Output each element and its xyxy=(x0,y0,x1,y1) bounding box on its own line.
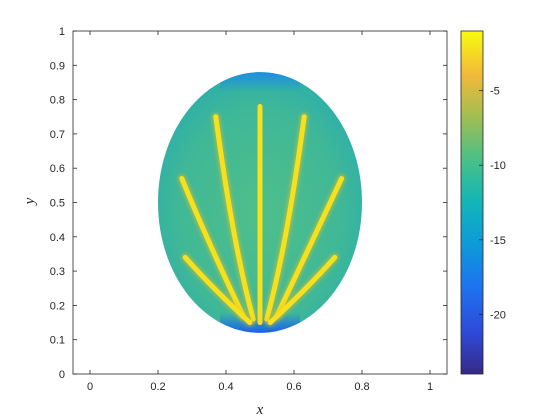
x-tick-label: 0 xyxy=(87,381,93,393)
colorbar: -5 -10 -15 -20 xyxy=(460,30,506,375)
field-layer xyxy=(158,72,362,333)
top-tip-shading xyxy=(220,72,300,93)
colorbar-tick-label: -15 xyxy=(490,235,506,247)
branch-layer xyxy=(177,101,347,328)
colorbar-tick-label: -20 xyxy=(490,309,506,321)
colorbar-tick-label: -10 xyxy=(490,160,506,172)
colorbar-gradient xyxy=(460,30,484,375)
colorbar-tick-label: -5 xyxy=(490,86,500,98)
plot-area: 0 0.2 0.4 0.6 0.8 1 0 0.1 0.2 0.3 0.4 0.5 0.6 0.7 0.8… xyxy=(22,26,448,418)
branch-outer-left xyxy=(182,254,253,326)
x-tick-label: 0.4 xyxy=(218,381,233,393)
y-tick-label: 0.9 xyxy=(50,60,65,72)
y-tick-label: 0.8 xyxy=(50,95,65,107)
x-tick-label: 1 xyxy=(427,381,433,393)
y-tick-label: 1 xyxy=(59,26,65,38)
y-tick-label: 0.5 xyxy=(50,198,65,210)
x-axis-ticks: 0 0.2 0.4 0.6 0.8 1 xyxy=(87,31,433,393)
y-tick-label: 0.6 xyxy=(50,163,65,175)
x-tick-label: 0.2 xyxy=(150,381,165,393)
x-tick-label: 0.8 xyxy=(354,381,369,393)
y-tick-label: 0.1 xyxy=(50,335,65,347)
branch-inner-left xyxy=(213,114,256,322)
branch-outer-right xyxy=(267,254,338,326)
y-tick-label: 0 xyxy=(59,369,65,381)
y-tick-label: 0.2 xyxy=(50,300,65,312)
branch-inner-right xyxy=(264,114,307,322)
y-axis-ticks: 0 0.1 0.2 0.3 0.4 0.5 0.6 0.7 0.8 0.9 1 xyxy=(50,26,447,381)
y-tick-label: 0.7 xyxy=(50,129,65,141)
domain-interior xyxy=(177,72,347,333)
y-axis-label: y xyxy=(22,197,38,206)
x-axis-label: x xyxy=(256,402,264,418)
y-tick-label: 0.4 xyxy=(50,232,65,244)
branch-mid-left xyxy=(179,175,246,319)
y-tick-label: 0.3 xyxy=(50,266,65,278)
branch-mid-right xyxy=(274,175,345,319)
x-tick-label: 0.6 xyxy=(286,381,301,393)
colorbar-ticks: -5 -10 -15 -20 xyxy=(479,86,506,321)
